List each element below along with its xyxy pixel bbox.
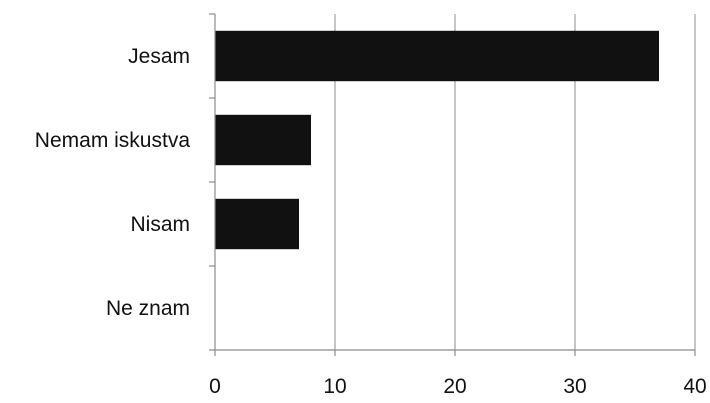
x-tick-label: 40 xyxy=(683,375,706,398)
category-label: Jesam xyxy=(128,45,190,68)
category-label: Nisam xyxy=(130,213,190,236)
category-label: Ne znam xyxy=(106,297,190,320)
category-label: Nemam iskustva xyxy=(35,129,191,152)
x-tick-label: 20 xyxy=(443,375,466,398)
axes xyxy=(209,13,696,356)
x-tick-label: 0 xyxy=(209,375,221,398)
bar-nemam-iskustva xyxy=(215,114,311,166)
bar-nisam xyxy=(215,198,299,250)
x-tick-label: 30 xyxy=(563,375,586,398)
bars xyxy=(215,30,659,250)
labels: Jesam Nemam iskustva Nisam Ne znam 0 10 20 30 40 xyxy=(35,45,707,398)
bar-jesam xyxy=(215,30,659,82)
x-tick-label: 10 xyxy=(323,375,346,398)
